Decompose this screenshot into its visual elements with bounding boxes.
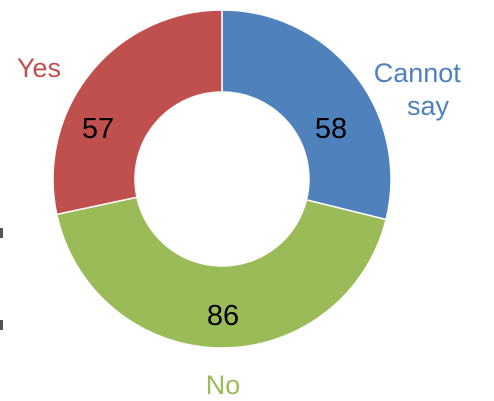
category-label-yes: Yes [17, 53, 61, 83]
data-label-yes: 57 [82, 113, 114, 145]
left-edge-mark-bottom [0, 320, 3, 330]
category-label-cannot-say-line-2: say [407, 91, 450, 121]
slice-cannot-say [221, 9, 392, 221]
data-label-no: 86 [207, 300, 239, 332]
data-label-cannot-say: 58 [315, 113, 347, 145]
category-label-no: No [206, 370, 241, 400]
category-label-cannot-say: Cannot say [374, 58, 469, 121]
donut-slices [52, 9, 392, 349]
slice-no [55, 196, 387, 349]
data-labels: 58 86 57 [82, 113, 347, 332]
left-edge-mark-top [0, 228, 3, 238]
category-labels: Cannot say No Yes [17, 53, 469, 400]
category-label-cannot-say-line-1: Cannot [374, 58, 462, 88]
slice-yes [52, 9, 223, 216]
